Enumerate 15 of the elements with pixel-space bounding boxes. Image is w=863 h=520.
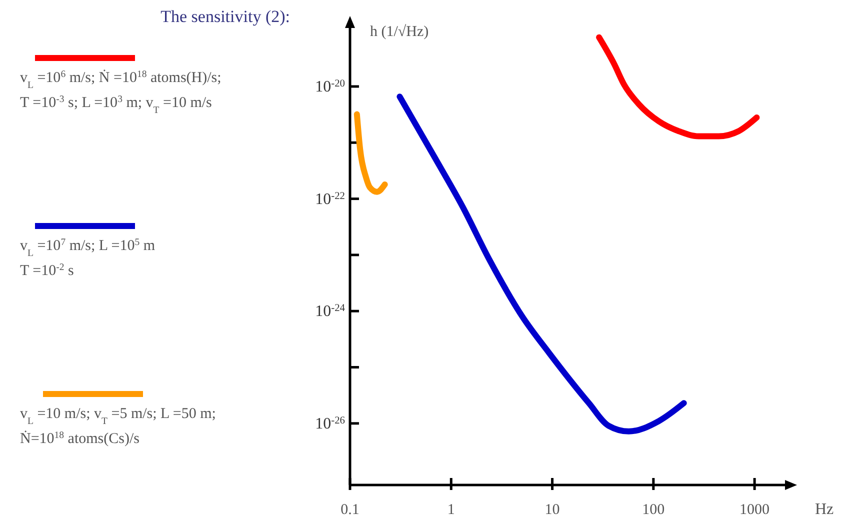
x-tick-label: 1 <box>447 502 455 518</box>
x-tick-label: 1000 <box>740 502 770 518</box>
y-tick-label: 10$^{-20}$ <box>315 78 345 96</box>
text: v$_{L}$ =10 m/s; v$_{T}$ =5 m/s; L =50 m; Ṅ=10$^{18}$ atoms(Cs)/s <box>20 406 216 447</box>
y-tick-label: 10$^{-24}$ <box>315 302 346 320</box>
x-axis-title: Hz <box>815 501 834 518</box>
x-tick-label: 0.1 <box>340 502 360 518</box>
x-tick-label: 10 <box>544 502 560 518</box>
x-tick-label: 100 <box>642 502 665 518</box>
chart-title: The sensitivity (2): <box>160 7 290 26</box>
text: v$_{L}$ =10$^{6}$ m/s; Ṅ =10$^{18}$ atoms(H)/s; T =10$^{-3}$ s; L =10$^{3}$ m; v$_{T}$ =10 m/s <box>20 68 222 116</box>
y-tick-label: 10$^{-22}$ <box>315 190 345 208</box>
text: v$_{L}$ =10$^{7}$ m/s; L =10$^{5}$ m T =10$^{-2}$ s <box>20 236 156 279</box>
y-axis-title: h (1/√Hz) <box>370 24 429 40</box>
y-tick-label: 10$^{-26}$ <box>315 414 345 432</box>
